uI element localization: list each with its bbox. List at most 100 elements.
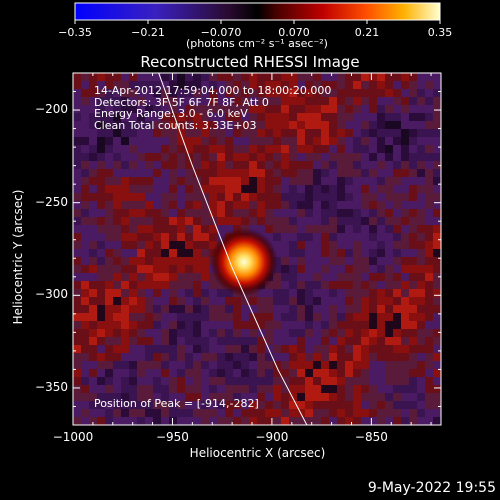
heatmap-cell [401,81,409,89]
heatmap-cell [361,289,369,297]
heatmap-cell [369,241,377,249]
heatmap-cell [137,105,145,113]
heatmap-cell [217,217,225,225]
heatmap-cell [321,345,329,353]
heatmap-cell [81,345,89,353]
heatmap-cell [217,113,225,121]
heatmap-cell [185,249,193,257]
heatmap-cell [377,281,385,289]
heatmap-cell [369,73,377,81]
heatmap-cell [297,393,305,401]
heatmap-cell [129,209,137,217]
heatmap-cell [369,401,377,409]
heatmap-cell [73,97,81,105]
heatmap-cell [377,209,385,217]
heatmap-cell [105,409,113,417]
heatmap-cell [89,361,97,369]
heatmap-cell [289,305,297,313]
heatmap-cell [97,89,105,97]
heatmap-cell [377,233,385,241]
heatmap-cell [241,193,249,201]
heatmap-cell [289,145,297,153]
heatmap-cell [401,113,409,121]
heatmap-cell [313,297,321,305]
heatmap-cell [201,113,209,121]
heatmap-cell [161,265,169,273]
heatmap-cell [217,377,225,385]
heatmap-cell [193,177,201,185]
heatmap-cell [353,177,361,185]
heatmap-cell [121,401,129,409]
heatmap-cell [345,153,353,161]
heatmap-cell [121,201,129,209]
heatmap-cell [233,353,241,361]
heatmap-cell [273,137,281,145]
heatmap-cell [113,145,121,153]
heatmap-cell [257,353,265,361]
heatmap-cell [153,321,161,329]
heatmap-cell [121,81,129,89]
heatmap-cell [209,129,217,137]
heatmap-cell [129,233,137,241]
heatmap-cell [305,177,313,185]
heatmap-cell [233,129,241,137]
heatmap-cell [265,89,273,97]
heatmap-cell [377,177,385,185]
heatmap-cell [257,217,265,225]
heatmap-cell [137,273,145,281]
heatmap-cell [129,105,137,113]
heatmap-cell [401,249,409,257]
heatmap-cell [177,121,185,129]
heatmap-cell [137,113,145,121]
heatmap-cell [161,289,169,297]
heatmap-cell [241,401,249,409]
heatmap-cell [345,361,353,369]
heatmap-cell [241,297,249,305]
heatmap-cell [385,377,393,385]
heatmap-cell [369,257,377,265]
heatmap-cell [161,353,169,361]
heatmap-cell [385,201,393,209]
heatmap-cell [137,401,145,409]
heatmap-cell [257,209,265,217]
heatmap-cell [233,209,241,217]
heatmap-cell [153,385,161,393]
heatmap-cell [289,201,297,209]
heatmap-cell [401,201,409,209]
heatmap-cell [73,369,81,377]
heatmap-cell [209,73,217,81]
heatmap-cell [369,129,377,137]
heatmap-cell [369,217,377,225]
heatmap-cell [305,297,313,305]
heatmap-cell [185,313,193,321]
y-tick-label: −250 [35,194,68,209]
heatmap-cell [289,217,297,225]
heatmap-cell [265,113,273,121]
heatmap-cell [385,177,393,185]
heatmap-cell [225,201,233,209]
heatmap-cell [361,193,369,201]
heatmap-cell [89,313,97,321]
heatmap-cell [361,217,369,225]
heatmap-cell [265,121,273,129]
heatmap-cell [249,337,257,345]
heatmap-cell [73,297,81,305]
heatmap-cell [201,297,209,305]
heatmap-cell [81,233,89,241]
heatmap-cell [297,121,305,129]
heatmap-cell [113,257,121,265]
heatmap-cell [265,321,273,329]
heatmap-cell [377,201,385,209]
heatmap-cell [321,305,329,313]
x-tick-label: −850 [354,430,388,444]
heatmap-cell [209,401,217,409]
heatmap-cell [329,337,337,345]
heatmap-cell [137,121,145,129]
heatmap-cell [81,353,89,361]
heatmap-cell [337,129,345,137]
heatmap-cell [97,137,105,145]
heatmap-cell [417,201,425,209]
heatmap-cell [361,329,369,337]
heatmap-cell [121,249,129,257]
heatmap-cell [353,97,361,105]
